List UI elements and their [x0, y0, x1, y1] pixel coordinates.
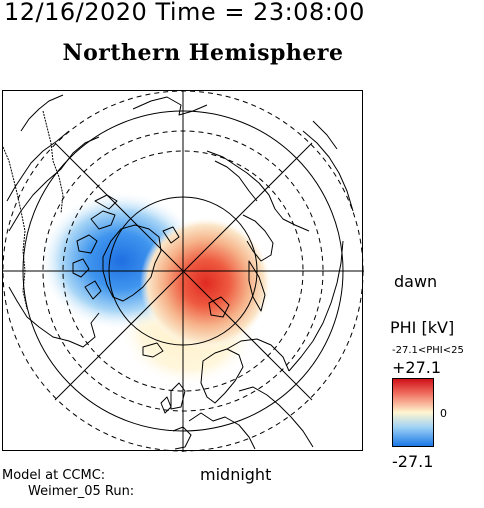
legend-colorbar — [392, 378, 434, 447]
legend-max-value: +27.1 — [392, 358, 442, 377]
legend-quantity-label: PHI [kV] — [390, 318, 455, 337]
model-credit-label: Model at CCMC: — [2, 468, 106, 483]
date-time-title: 12/16/2020 Time = 23:08:00 — [4, 0, 365, 26]
legend-min-value: -27.1 — [392, 452, 434, 471]
dawn-label: dawn — [394, 272, 438, 291]
polar-map-svg — [3, 91, 364, 452]
coastlines — [3, 94, 354, 450]
polar-map — [2, 90, 364, 452]
latitude-circles — [3, 91, 364, 452]
hemisphere-title: Northern Hemisphere — [62, 40, 344, 66]
positive-potential-cell — [140, 217, 272, 349]
midnight-label: midnight — [200, 465, 272, 484]
legend-range-text: -27.1<PHI<25 — [392, 345, 464, 356]
legend-zero-value: 0 — [440, 407, 447, 420]
model-run-label: Weimer_05 Run: — [28, 484, 135, 499]
